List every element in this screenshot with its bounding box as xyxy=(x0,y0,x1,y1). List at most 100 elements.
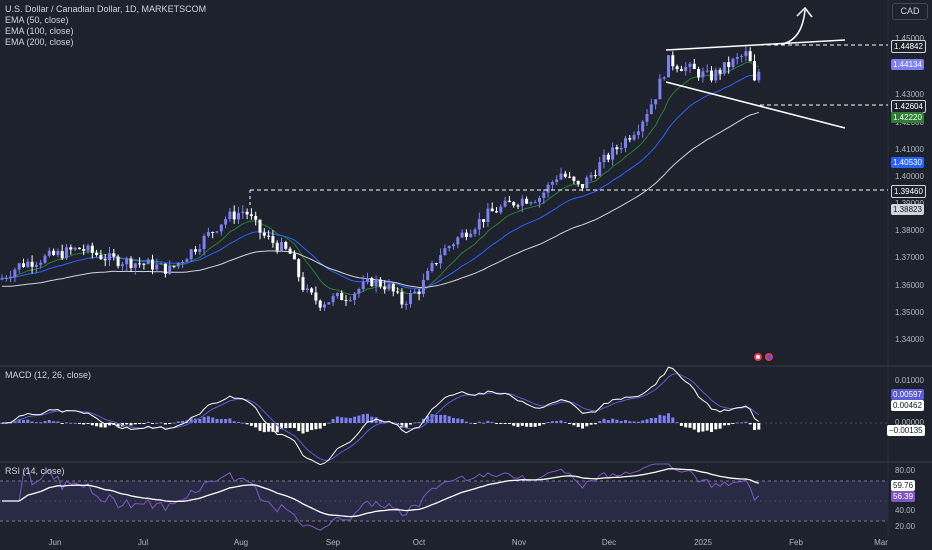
trend-line-upper[interactable] xyxy=(665,39,846,51)
candle-body[interactable] xyxy=(73,247,77,250)
candle-body[interactable] xyxy=(611,147,615,160)
candle-body[interactable] xyxy=(142,263,146,265)
candle-body[interactable] xyxy=(254,216,258,220)
candle-body[interactable] xyxy=(172,265,176,267)
candle-body[interactable] xyxy=(280,242,283,251)
candle-body[interactable] xyxy=(598,162,602,176)
candle-body[interactable] xyxy=(645,114,649,122)
event-flag-icon[interactable] xyxy=(754,352,776,362)
candle-body[interactable] xyxy=(211,232,215,234)
candle-body[interactable] xyxy=(151,259,154,270)
candle-body[interactable] xyxy=(628,138,632,140)
candle-body[interactable] xyxy=(4,277,8,279)
candle-body[interactable] xyxy=(262,232,266,236)
candle-body[interactable] xyxy=(679,69,683,72)
rsi-line[interactable] xyxy=(2,463,760,531)
candle-body[interactable] xyxy=(108,253,111,261)
candle-body[interactable] xyxy=(112,253,116,257)
candle-body[interactable] xyxy=(701,71,705,78)
candle-body[interactable] xyxy=(507,200,511,203)
candle-body[interactable] xyxy=(490,208,494,212)
candle-body[interactable] xyxy=(168,265,172,274)
candle-body[interactable] xyxy=(718,69,722,74)
macd-signal-line[interactable] xyxy=(2,373,760,461)
candle-body[interactable] xyxy=(370,278,374,287)
candle-body[interactable] xyxy=(224,218,228,225)
candle-body[interactable] xyxy=(576,180,580,185)
candle-body[interactable] xyxy=(249,214,253,217)
candle-body[interactable] xyxy=(30,261,34,267)
candle-body[interactable] xyxy=(39,262,43,265)
candle-body[interactable] xyxy=(753,61,756,81)
rsi-title[interactable]: RSI (14, close) xyxy=(5,466,65,476)
candle-body[interactable] xyxy=(396,291,400,293)
candle-body[interactable] xyxy=(22,263,25,267)
candle-body[interactable] xyxy=(714,69,718,81)
candle-body[interactable] xyxy=(546,184,550,193)
candle-body[interactable] xyxy=(215,231,219,233)
candle-body[interactable] xyxy=(47,250,51,256)
candle-body[interactable] xyxy=(69,247,73,250)
candle-body[interactable] xyxy=(572,176,576,181)
candle-body[interactable] xyxy=(757,71,761,81)
candle-body[interactable] xyxy=(348,300,352,302)
candle-body[interactable] xyxy=(129,258,133,269)
candle-body[interactable] xyxy=(632,134,636,140)
candle-body[interactable] xyxy=(198,249,202,252)
candle-body[interactable] xyxy=(473,229,477,234)
candle-body[interactable] xyxy=(722,62,726,74)
candle-body[interactable] xyxy=(409,293,412,305)
candle-body[interactable] xyxy=(439,255,443,264)
chart-title[interactable]: U.S. Dollar / Canadian Dollar, 1D, MARKE… xyxy=(5,4,207,14)
candle-body[interactable] xyxy=(619,147,623,150)
candle-body[interactable] xyxy=(301,277,305,290)
candle-body[interactable] xyxy=(477,219,481,230)
candle-body[interactable] xyxy=(529,202,533,204)
candle-body[interactable] xyxy=(447,246,451,249)
candle-body[interactable] xyxy=(361,281,365,290)
candle-body[interactable] xyxy=(606,154,610,160)
candle-body[interactable] xyxy=(421,279,425,295)
candle-body[interactable] xyxy=(434,263,438,265)
candle-body[interactable] xyxy=(615,147,619,150)
candle-body[interactable] xyxy=(60,250,64,259)
candle-body[interactable] xyxy=(116,256,120,267)
ema50-line[interactable] xyxy=(1,61,759,296)
ema100-legend[interactable]: EMA (100, close) xyxy=(5,26,74,36)
candle-body[interactable] xyxy=(288,248,292,254)
candle-body[interactable] xyxy=(533,202,537,204)
candle-body[interactable] xyxy=(563,173,567,177)
candle-body[interactable] xyxy=(318,300,322,308)
candle-body[interactable] xyxy=(512,202,516,206)
candle-body[interactable] xyxy=(503,200,507,207)
ema100-line[interactable] xyxy=(1,74,759,290)
candle-body[interactable] xyxy=(159,263,163,265)
candle-body[interactable] xyxy=(658,78,662,100)
candle-body[interactable] xyxy=(335,292,339,297)
candle-body[interactable] xyxy=(189,249,193,260)
candle-body[interactable] xyxy=(232,211,236,220)
candle-body[interactable] xyxy=(581,184,584,189)
candle-body[interactable] xyxy=(297,259,301,278)
candle-body[interactable] xyxy=(314,292,318,301)
candle-body[interactable] xyxy=(705,70,709,72)
candle-body[interactable] xyxy=(125,258,129,265)
candle-body[interactable] xyxy=(292,253,296,260)
candle-body[interactable] xyxy=(52,250,56,255)
candle-body[interactable] xyxy=(404,304,408,306)
candle-body[interactable] xyxy=(516,205,520,207)
candle-body[interactable] xyxy=(366,278,369,282)
candle-body[interactable] xyxy=(735,56,739,59)
candle-body[interactable] xyxy=(99,254,103,260)
candle-body[interactable] xyxy=(43,255,47,263)
candle-body[interactable] xyxy=(176,262,180,267)
candle-body[interactable] xyxy=(77,247,81,250)
candle-body[interactable] xyxy=(482,219,486,222)
candle-body[interactable] xyxy=(495,211,498,213)
candle-body[interactable] xyxy=(692,63,696,69)
candle-body[interactable] xyxy=(327,302,331,305)
candle-body[interactable] xyxy=(86,245,90,251)
candle-body[interactable] xyxy=(138,263,142,265)
candle-body[interactable] xyxy=(452,244,455,247)
candle-body[interactable] xyxy=(426,271,430,280)
